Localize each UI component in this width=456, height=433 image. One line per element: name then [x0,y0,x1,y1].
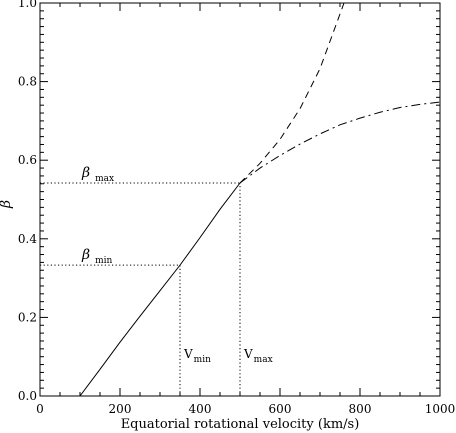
label-symbol: β [81,165,90,181]
axis-tick-labels: 0 200 400 600 800 1000 0.0 0.2 0.4 0.6 0.8 1.0 [18,0,455,416]
plot-frame [39,2,441,397]
y-tick-label: 0.6 [18,153,37,167]
beta-max-label: β max [81,165,114,184]
x-tick-label: 400 [189,402,212,416]
label-subscript: max [254,355,273,365]
x-tick-label: 1000 [425,402,456,416]
label-subscript: min [95,256,112,266]
solid-curve [79,182,241,397]
reference-lines [40,182,241,396]
x-tick-label: 800 [349,402,372,416]
label-subscript: min [194,355,211,365]
y-tick-label: 0.4 [18,232,37,246]
x-tick-label: 600 [269,402,292,416]
x-axis-title: Equatorial rotational velocity (km/s) [121,417,360,432]
x-tick-label: 200 [109,402,132,416]
x-tick-label: 0 [36,402,44,416]
label-symbol: β [81,247,90,263]
label-subscript: max [95,174,114,184]
y-tick-label: 0.2 [18,310,37,324]
y-tick-label: 0.0 [18,389,37,403]
y-axis-title: β [0,200,14,209]
v-max-label: Vmax [243,347,273,365]
v-min-label: Vmin [183,347,211,365]
data-series [79,2,441,397]
label-symbol: V [183,347,193,361]
y-tick-label: 1.0 [18,0,37,10]
beta-min-label: β min [81,247,113,266]
dash-dot-curve [239,101,441,184]
y-tick-label: 0.8 [18,75,37,89]
dashed-curve [239,2,345,184]
label-symbol: V [243,347,253,361]
axis-ticks [39,2,441,397]
